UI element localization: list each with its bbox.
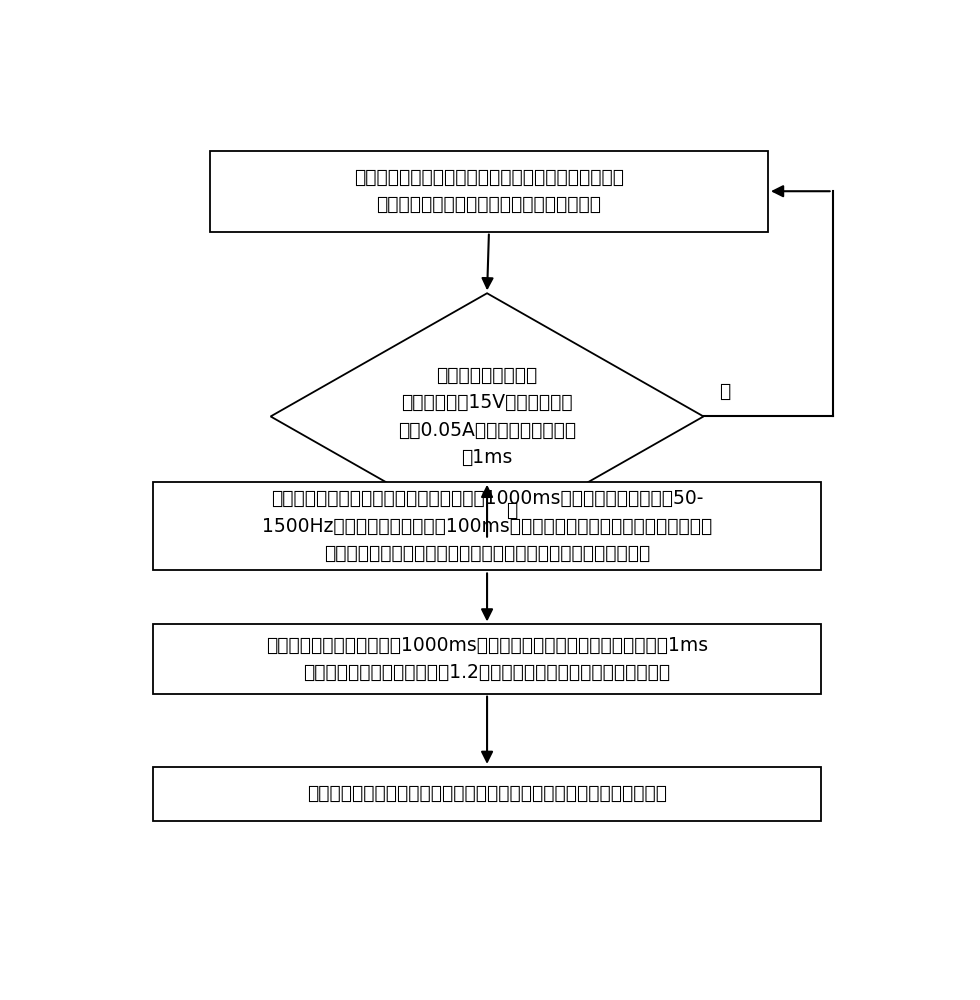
Text: 取启动后的被监测配电电缆的零序电流信号1000ms，进行带通滤波，得到50-
1500Hz频段的谐波含量，并以100ms为窗口并找到各线路幅值最大的段，并相
互: 取启动后的被监测配电电缆的零序电流信号1000ms，进行带通滤波，得到50- 1…: [262, 489, 712, 563]
Polygon shape: [270, 293, 704, 540]
FancyBboxPatch shape: [153, 482, 821, 570]
Text: 采集被监测配电电缆的三相电压、零序电压和零序电流
信号，并且同时收取弧光传感器的的弧光信号: 采集被监测配电电缆的三相电压、零序电压和零序电流 信号，并且同时收取弧光传感器的…: [354, 168, 624, 214]
Text: 进行启动条件判断，
零序电压大于15V或者零序电流
大于0.05A或者弧光信号连续收
到1ms: 进行启动条件判断， 零序电压大于15V或者零序电流 大于0.05A或者弧光信号连…: [398, 366, 576, 467]
FancyBboxPatch shape: [210, 151, 768, 232]
Text: 调取获取的弧光信号的记录，并将其时间与标记故障线路的时间进行比对: 调取获取的弧光信号的记录，并将其时间与标记故障线路的时间进行比对: [307, 784, 667, 803]
Text: 否: 否: [718, 382, 730, 401]
Text: 取故障线路的零序电流信号1000ms，进行带通滤波后计算平均幅值，并以1ms
为窗口，并找出大于平均幅值1.2倍的时间窗，并标记其起始结束时间点: 取故障线路的零序电流信号1000ms，进行带通滤波后计算平均幅值，并以1ms 为…: [266, 636, 709, 682]
FancyBboxPatch shape: [153, 624, 821, 694]
FancyBboxPatch shape: [153, 767, 821, 821]
Text: 是: 是: [506, 501, 517, 520]
